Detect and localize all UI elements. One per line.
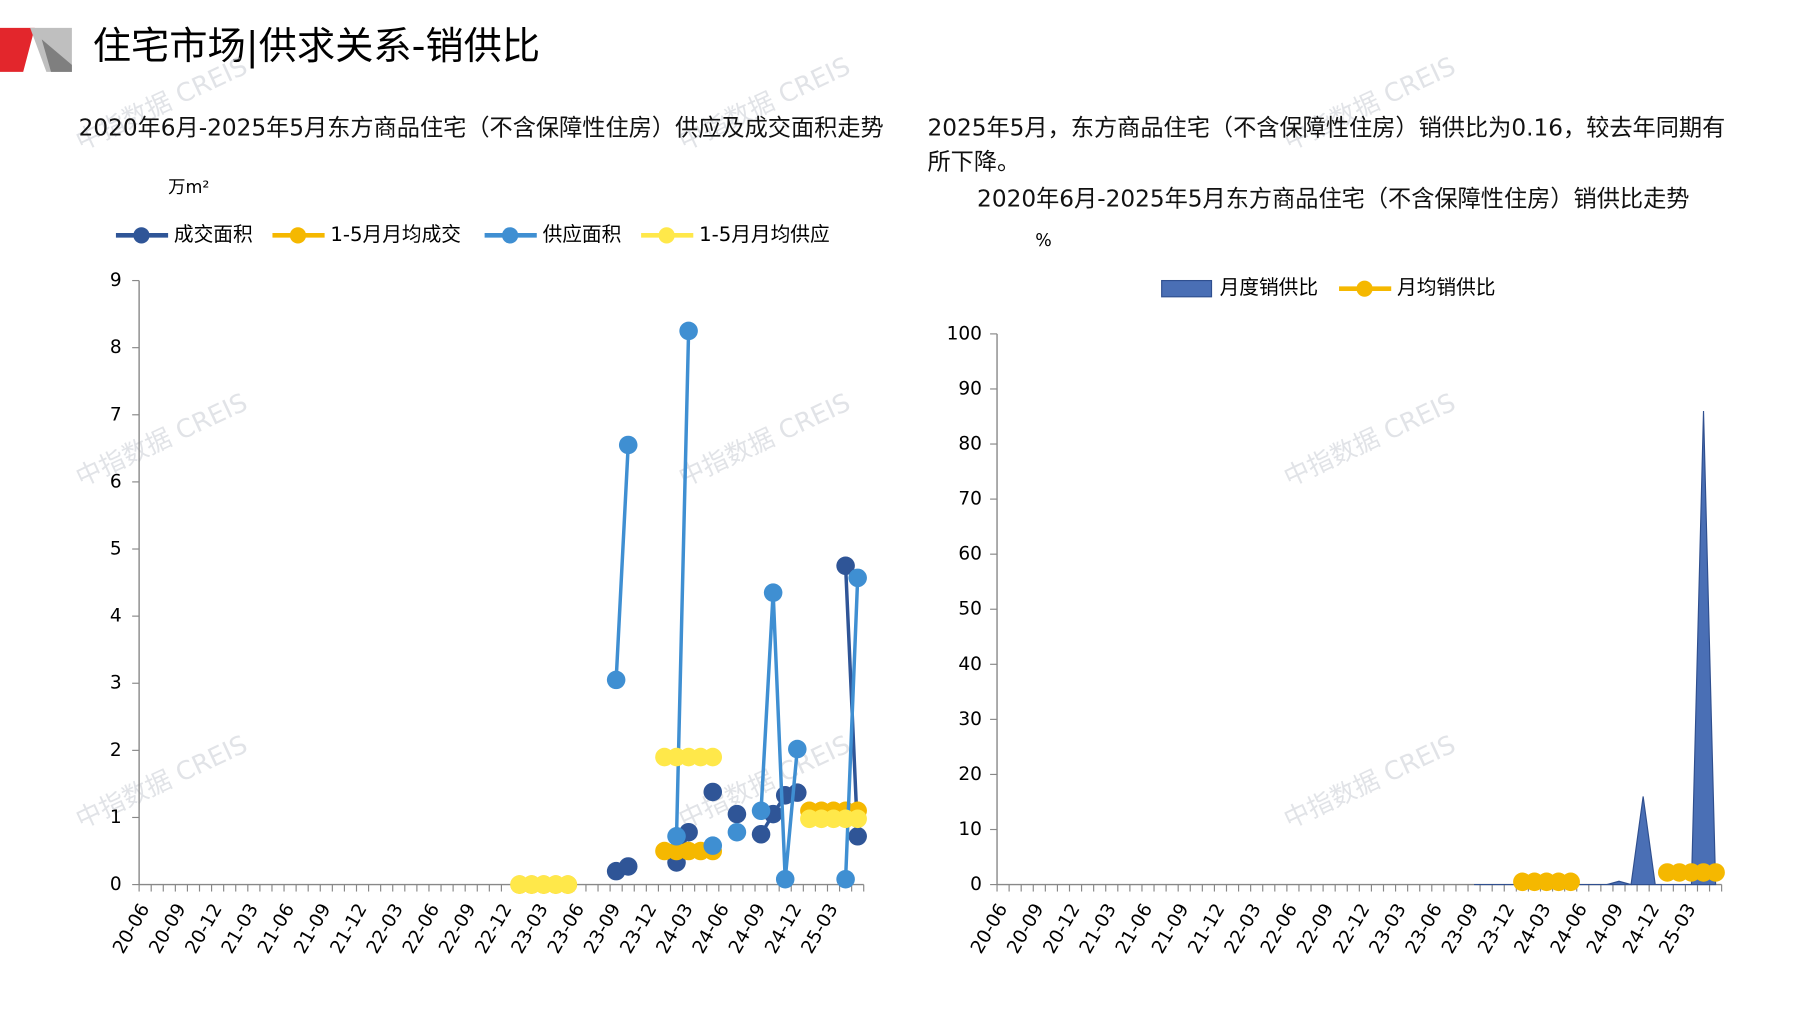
y-tick-label: 4 bbox=[110, 606, 122, 627]
logo-red bbox=[0, 27, 35, 72]
y-tick-label: 3 bbox=[110, 673, 122, 694]
y-tick-label: 9 bbox=[110, 270, 122, 291]
watermark: 中指数据 CREIS bbox=[71, 730, 252, 836]
marker bbox=[836, 556, 855, 576]
y-tick-label: 10 bbox=[958, 819, 982, 840]
x-tick-label: 25-03 bbox=[1655, 900, 1700, 957]
marker bbox=[848, 568, 867, 588]
marker bbox=[751, 824, 771, 844]
marker bbox=[618, 435, 638, 455]
legend-label: 成交面积 bbox=[174, 223, 253, 246]
y-tick-label: 2 bbox=[110, 740, 122, 761]
legend-label: 1-5月月均成交 bbox=[330, 223, 461, 246]
marker bbox=[788, 783, 807, 802]
area bbox=[1474, 410, 1717, 886]
legend-label: 月度销供比 bbox=[1220, 276, 1318, 299]
y-tick-label: 50 bbox=[958, 599, 982, 620]
marker bbox=[848, 809, 867, 829]
legend-swatch bbox=[1161, 279, 1213, 298]
y-tick-label: 90 bbox=[958, 378, 982, 399]
marker bbox=[606, 670, 626, 690]
marker bbox=[751, 801, 771, 821]
line bbox=[614, 443, 630, 682]
marker bbox=[788, 739, 807, 759]
summary-text: 2025年5月，东方商品住宅（不含保障性住房）销供比为0.16，较去年同期有所下… bbox=[927, 113, 1726, 176]
marker bbox=[703, 747, 723, 767]
y-tick-label: 1 bbox=[110, 807, 122, 828]
y-tick-label: 6 bbox=[110, 471, 122, 492]
y-tick-label: 0 bbox=[110, 874, 122, 895]
y-tick-label: 20 bbox=[958, 764, 982, 785]
marker bbox=[679, 321, 698, 341]
marker bbox=[1706, 863, 1725, 882]
legend-label: 1-5月月均供应 bbox=[699, 223, 830, 246]
y-tick-label: 30 bbox=[958, 709, 982, 730]
legend-swatch bbox=[1356, 280, 1373, 297]
right-chart-title: 2020年6月-2025年5月东方商品住宅（不含保障性住房）销供比走势 bbox=[977, 184, 1690, 213]
left-chart-title: 2020年6月-2025年5月东方商品住宅（不含保障性住房）供应及成交面积走势 bbox=[78, 113, 884, 142]
marker bbox=[703, 782, 723, 802]
legend-label: 供应面积 bbox=[543, 223, 622, 246]
y-tick-label: 100 bbox=[947, 323, 982, 344]
y-tick-label: 70 bbox=[958, 489, 982, 510]
y-tick-label: 8 bbox=[110, 337, 122, 358]
x-tick-label: 25-03 bbox=[798, 900, 843, 957]
marker bbox=[618, 857, 638, 876]
marker bbox=[775, 869, 795, 889]
legend-swatch bbox=[658, 227, 675, 244]
y-tick-label: 80 bbox=[958, 434, 982, 455]
marker bbox=[703, 836, 723, 855]
y-unit: 万m² bbox=[168, 178, 209, 198]
legend-swatch bbox=[133, 227, 150, 244]
legend-swatch bbox=[501, 227, 519, 244]
legend-label: 月均销供比 bbox=[1397, 276, 1495, 299]
watermark: 中指数据 CREIS bbox=[674, 388, 855, 494]
watermark: 中指数据 CREIS bbox=[71, 388, 252, 494]
line bbox=[843, 576, 860, 881]
legend-swatch bbox=[289, 227, 307, 244]
marker bbox=[727, 822, 747, 842]
page-title: 住宅市场|供求关系-销供比 bbox=[93, 24, 540, 69]
marker bbox=[836, 869, 855, 889]
marker bbox=[667, 826, 686, 846]
line bbox=[759, 590, 800, 881]
marker bbox=[763, 583, 783, 602]
marker bbox=[1561, 872, 1580, 892]
y-tick-label: 0 bbox=[970, 874, 982, 895]
marker bbox=[727, 804, 747, 824]
logo-dark bbox=[41, 39, 72, 72]
y-tick-label: 7 bbox=[110, 404, 122, 425]
marker bbox=[558, 875, 578, 894]
y-unit: % bbox=[1035, 231, 1052, 251]
watermark: 中指数据 CREIS bbox=[1279, 388, 1460, 494]
y-tick-label: 5 bbox=[110, 539, 122, 560]
y-tick-label: 60 bbox=[958, 544, 982, 565]
marker bbox=[848, 826, 867, 846]
y-tick-label: 40 bbox=[958, 654, 982, 675]
watermark: 中指数据 CREIS bbox=[1279, 730, 1460, 836]
